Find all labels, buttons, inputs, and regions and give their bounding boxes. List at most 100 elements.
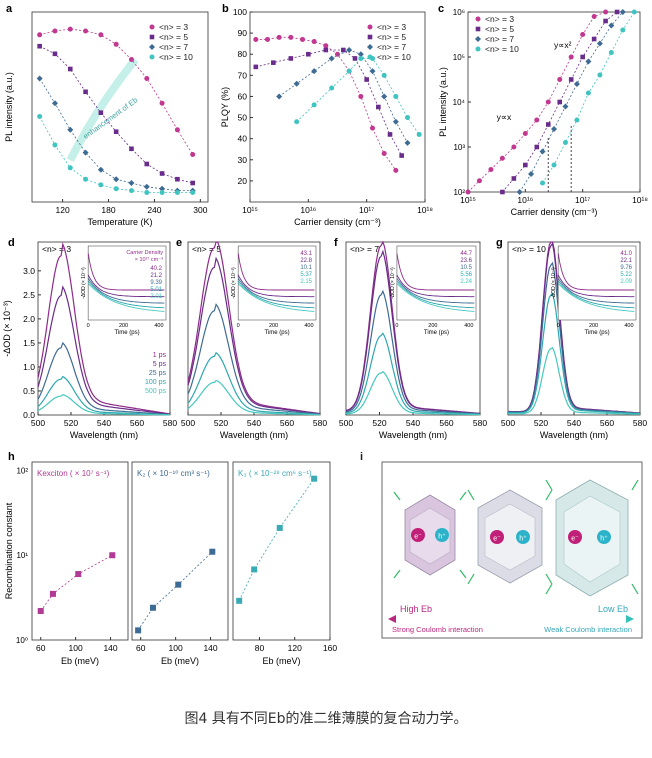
data-point bbox=[357, 51, 364, 58]
data-point bbox=[392, 118, 399, 125]
legend-marker bbox=[475, 46, 481, 52]
data-point bbox=[562, 140, 568, 145]
data-point bbox=[557, 99, 563, 105]
panel-g: g <n> = 10 500 520 540 560 580 Wavelength (nm) 4… bbox=[496, 237, 647, 440]
y-tick-label: 80 bbox=[238, 49, 248, 59]
density-label: 10.1 bbox=[300, 265, 312, 271]
data-point bbox=[364, 77, 369, 82]
y-tick-label: 1.5 bbox=[23, 338, 35, 348]
legend-entry: <n> = 3 bbox=[485, 14, 514, 24]
data-point bbox=[128, 188, 134, 194]
y-tick-label: 50 bbox=[238, 113, 248, 123]
data-point bbox=[144, 76, 150, 81]
data-point bbox=[358, 93, 364, 99]
data-point bbox=[511, 144, 517, 150]
data-point bbox=[209, 548, 216, 555]
plot-frame bbox=[31, 11, 209, 203]
x-tick-label: 540 bbox=[567, 418, 581, 428]
data-point bbox=[159, 100, 165, 106]
data-point bbox=[523, 162, 528, 168]
data-point bbox=[52, 51, 58, 57]
data-point bbox=[511, 176, 517, 181]
data-point bbox=[52, 28, 58, 34]
data-point bbox=[311, 475, 318, 482]
y-tick-label: 10⁴ bbox=[453, 98, 466, 107]
inset-x-tick: 200 bbox=[589, 323, 598, 329]
subplot-frame bbox=[232, 461, 331, 641]
spectrum-line bbox=[187, 303, 321, 415]
data-point bbox=[82, 149, 89, 156]
data-point bbox=[534, 144, 540, 150]
data-point bbox=[236, 597, 243, 604]
x-tick-label: 300 bbox=[193, 205, 207, 215]
inset-decay-line bbox=[87, 280, 165, 309]
x-tick-label: 500 bbox=[501, 418, 515, 428]
density-label: 21.2 bbox=[150, 273, 162, 279]
panel-e: e <n> = 5 500 520 540 560 580 Wavelength (nm) 43… bbox=[176, 237, 327, 440]
y-tick-label: 2.0 bbox=[23, 314, 35, 324]
fit-line bbox=[255, 36, 397, 171]
subplot-title: Kexciton ( × 10⁷ s⁻¹) bbox=[37, 469, 110, 478]
y-tick-label: 60 bbox=[238, 91, 248, 101]
plot-frame bbox=[249, 11, 426, 203]
spectrum-line bbox=[37, 394, 171, 416]
data-point bbox=[37, 607, 44, 614]
hole-icon bbox=[597, 530, 611, 544]
strong-coulomb-label: Strong Coulomb interaction bbox=[392, 625, 483, 634]
data-point bbox=[323, 43, 329, 49]
data-point bbox=[98, 110, 104, 115]
legend-entry: <n> = 3 bbox=[377, 22, 406, 32]
data-point bbox=[631, 9, 637, 15]
x-tick-label: 580 bbox=[313, 418, 327, 428]
x-tick-label: 10¹⁶ bbox=[517, 195, 533, 205]
panel-label-i: i bbox=[360, 451, 363, 463]
inset-decay-line bbox=[237, 278, 315, 304]
density-label: 5.56 bbox=[460, 272, 472, 278]
data-point bbox=[528, 171, 535, 177]
inset-x-tick: 400 bbox=[624, 323, 633, 329]
data-point bbox=[608, 50, 614, 55]
inset-decay-line bbox=[396, 253, 475, 291]
panel-label-h: h bbox=[8, 451, 15, 463]
x-tick-label: 120 bbox=[288, 643, 302, 653]
electron-icon bbox=[490, 530, 504, 544]
inset-decay-line bbox=[87, 253, 165, 291]
data-point bbox=[98, 32, 104, 38]
data-point bbox=[399, 153, 404, 158]
x-tick-label: 60 bbox=[136, 643, 146, 653]
density-label: 2.24 bbox=[460, 279, 472, 285]
panel-label-g: g bbox=[496, 237, 503, 249]
data-point bbox=[381, 72, 387, 78]
panel-label-f: f bbox=[334, 237, 338, 249]
svg-text:h⁺: h⁺ bbox=[438, 533, 446, 541]
legend-marker bbox=[475, 36, 481, 42]
y-tick-label: 100 bbox=[233, 7, 247, 17]
data-point bbox=[174, 127, 180, 133]
spectrum-line bbox=[345, 249, 481, 415]
inset-frame bbox=[396, 245, 477, 321]
fit-line bbox=[296, 58, 420, 135]
data-point bbox=[591, 14, 597, 19]
panel-i-frame bbox=[381, 461, 643, 639]
y-tick-label: 40 bbox=[238, 134, 248, 144]
data-point bbox=[113, 176, 120, 183]
y-tick-label: 30 bbox=[238, 155, 248, 165]
density-label: 2.15 bbox=[300, 279, 312, 285]
data-point bbox=[614, 9, 620, 15]
arrow-left-head bbox=[388, 615, 396, 623]
hole-icon bbox=[435, 528, 449, 542]
data-point bbox=[49, 590, 56, 597]
data-point bbox=[144, 190, 150, 195]
x-tick-label: 580 bbox=[163, 418, 177, 428]
inset-decay-line bbox=[557, 283, 635, 312]
x-tick-label: 120 bbox=[56, 205, 70, 215]
inset-x-tick: 0 bbox=[395, 323, 398, 329]
annotation-quadratic: y∝x² bbox=[554, 40, 572, 50]
spectrum-line bbox=[508, 346, 641, 415]
data-point bbox=[175, 176, 180, 182]
data-point bbox=[608, 22, 615, 29]
inset-x-tick: 200 bbox=[269, 323, 278, 329]
panel-label-e: e bbox=[176, 237, 182, 249]
data-point bbox=[67, 165, 73, 171]
panel-h: h Recombination constant 10⁰ 10¹ 10² Kexciton… bbox=[4, 451, 337, 666]
